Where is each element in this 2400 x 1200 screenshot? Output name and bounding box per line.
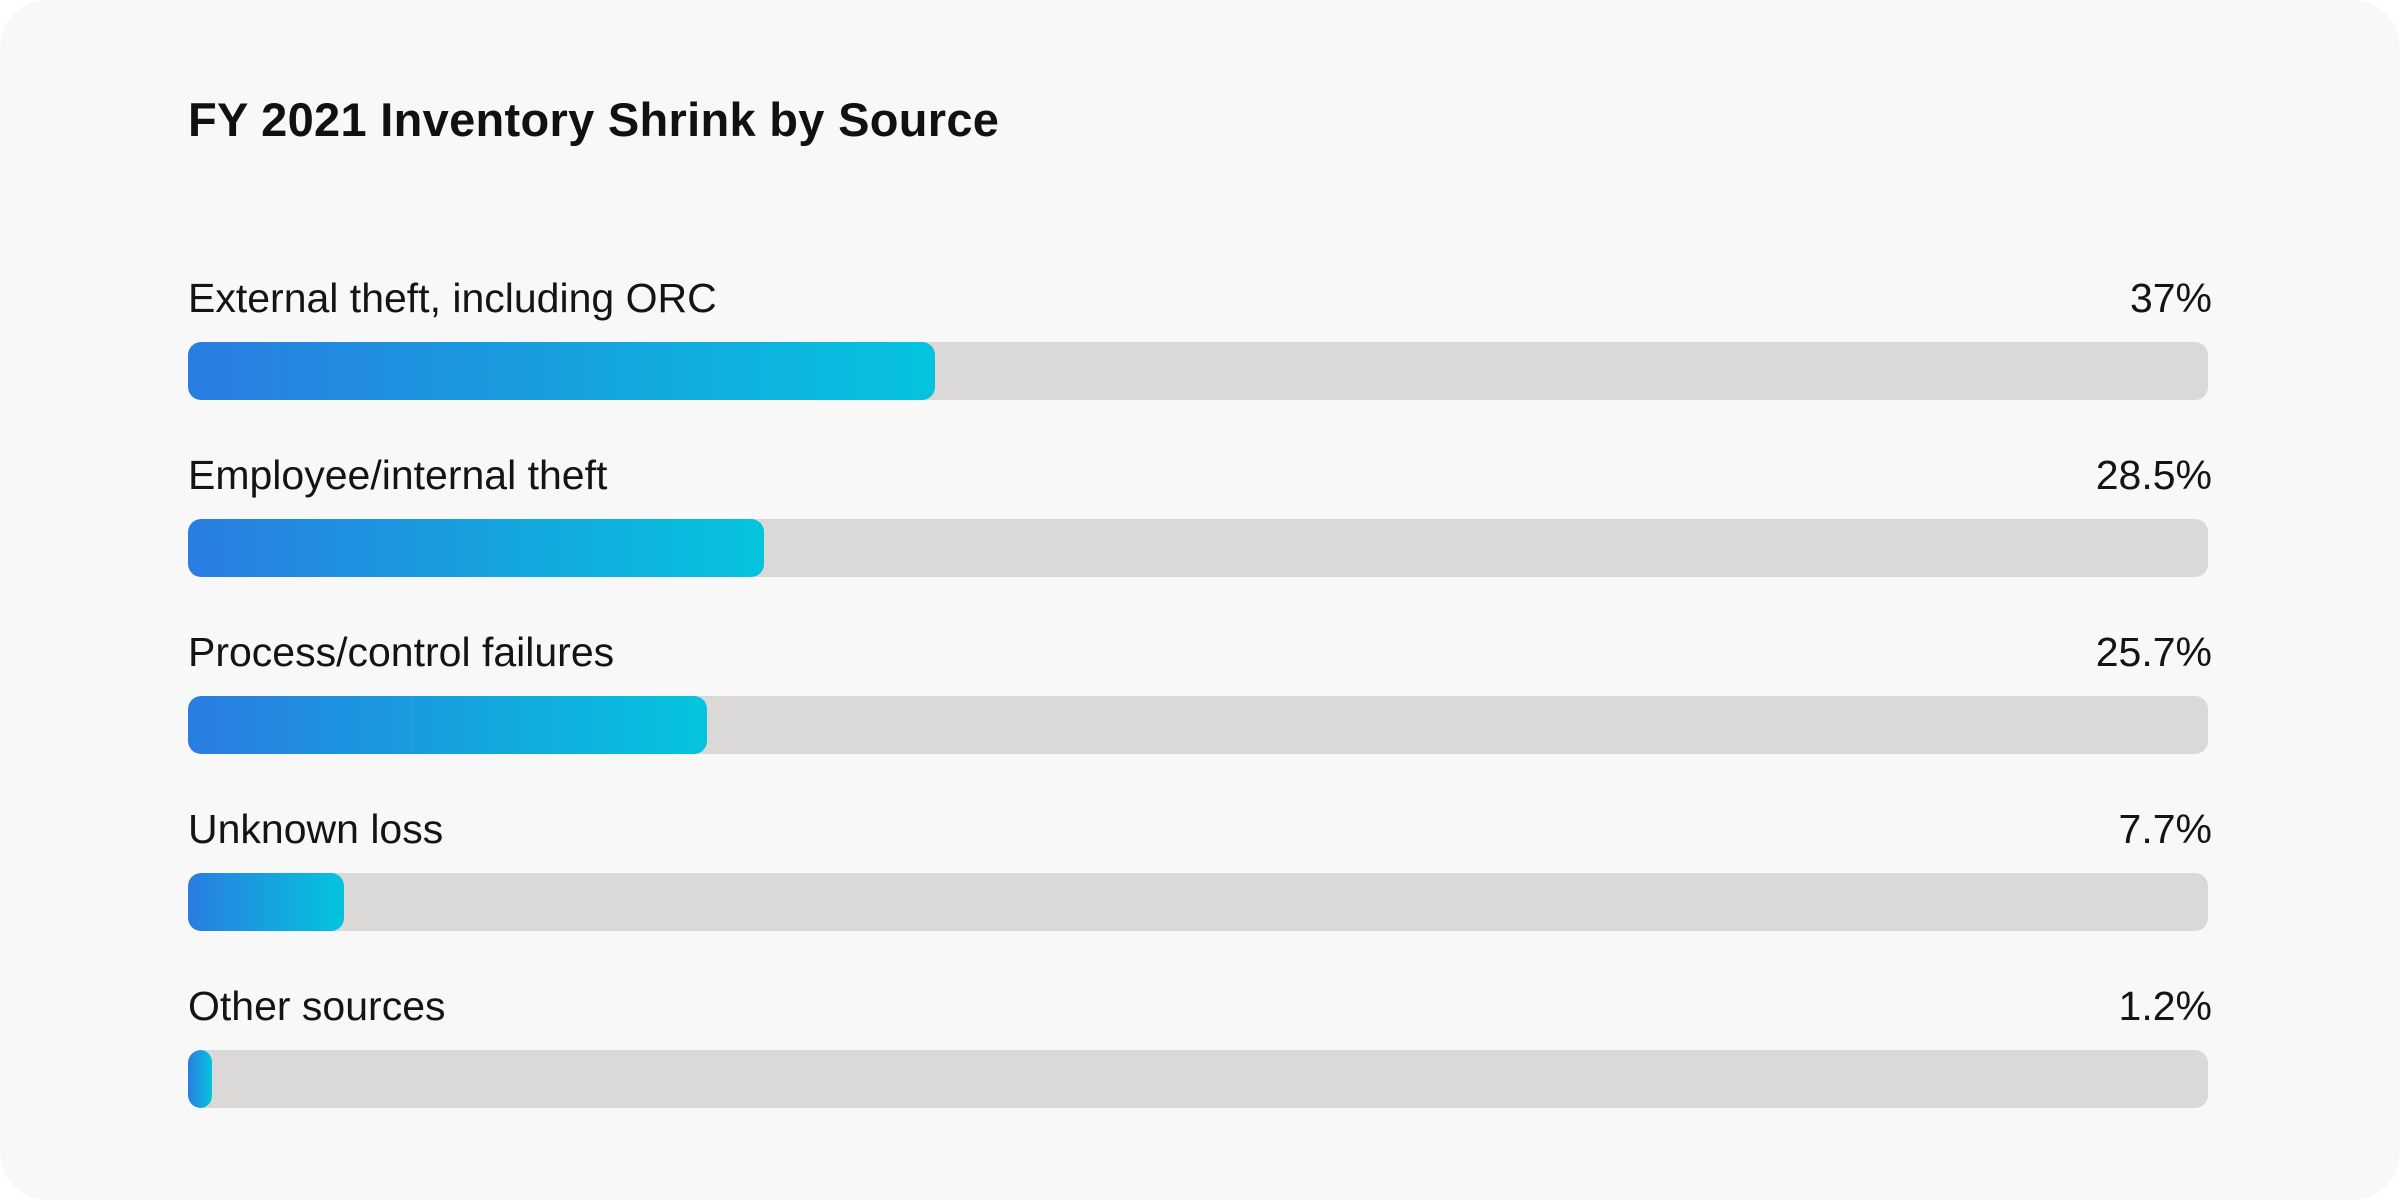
category-label: Process/control failures [188,629,615,675]
bar-row: Unknown loss 7.7% [188,799,2212,976]
bar-track [188,1050,2208,1108]
bar-row: Process/control failures 25.7% [188,622,2212,799]
category-label: External theft, including ORC [188,275,717,321]
bar-fill [188,696,707,754]
bar-track [188,696,2208,754]
bar-row: Employee/internal theft 28.5% [188,445,2212,622]
value-label: 1.2% [2118,983,2212,1029]
value-label: 7.7% [2118,806,2212,852]
bar-fill [188,342,935,400]
value-label: 25.7% [2095,629,2212,675]
chart-title: FY 2021 Inventory Shrink by Source [188,93,1000,146]
bar-track [188,342,2208,400]
category-label: Unknown loss [188,806,444,852]
bar-fill [188,519,764,577]
bar-row: Other sources 1.2% [188,976,2212,1153]
bar-list: External theft, including ORC 37% Employee… [188,268,2212,1153]
bar-fill [188,1050,212,1108]
value-label: 28.5% [2095,452,2212,498]
bar-track [188,519,2208,577]
category-label: Employee/internal theft [188,452,608,498]
bar-row: External theft, including ORC 37% [188,268,2212,445]
bar-track [188,873,2208,931]
value-label: 37% [2129,275,2212,321]
category-label: Other sources [188,983,446,1029]
bar-fill [188,873,344,931]
